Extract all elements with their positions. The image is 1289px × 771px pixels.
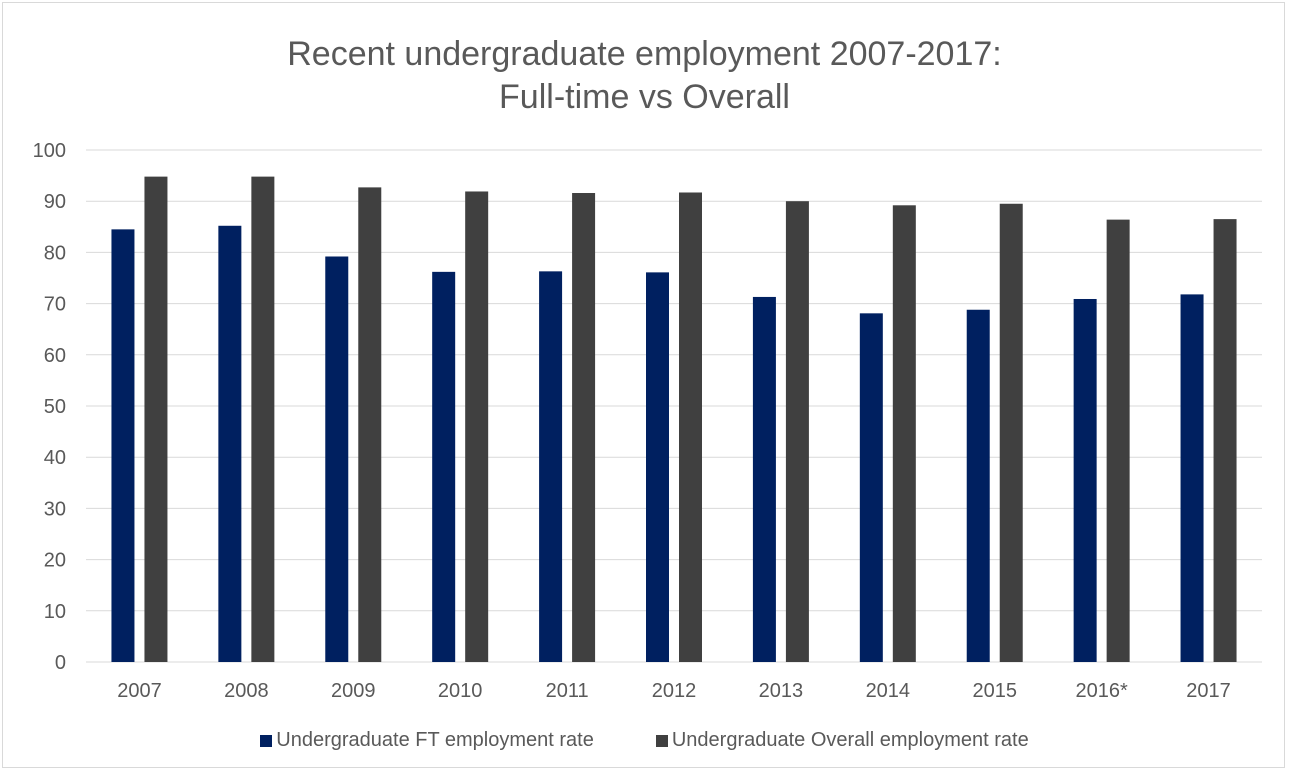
x-tick-label-2010: 2010: [438, 680, 483, 702]
legend-swatch-ft: [260, 735, 272, 747]
x-tick-label-2015: 2015: [972, 680, 1017, 702]
bar-ft-2014: [860, 313, 883, 662]
y-tick-label-70: 70: [44, 294, 66, 316]
x-tick-label-2016star: 2016*: [1075, 680, 1127, 702]
legend-item-ft: Undergraduate FT employment rate: [260, 729, 594, 752]
y-tick-label-30: 30: [44, 498, 66, 520]
x-tick-label-2011: 2011: [546, 680, 589, 702]
bar-overall-2010: [465, 191, 488, 662]
bar-ft-2010: [432, 272, 455, 662]
legend-item-overall: Undergraduate Overall employment rate: [656, 729, 1029, 752]
bar-ft-2013: [753, 297, 776, 662]
x-tick-label-2014: 2014: [866, 680, 911, 702]
bar-overall-2008: [251, 177, 274, 662]
y-tick-label-50: 50: [44, 396, 66, 418]
y-tick-label-90: 90: [44, 191, 66, 213]
bar-overall-2013: [786, 201, 809, 662]
bar-overall-2017: [1214, 219, 1237, 662]
x-tick-label-2009: 2009: [331, 680, 376, 702]
x-tick-label-2017: 2017: [1186, 680, 1231, 702]
legend-label-overall: Undergraduate Overall employment rate: [672, 729, 1029, 752]
bar-ft-2008: [218, 226, 241, 662]
x-tick-label-2008: 2008: [224, 680, 269, 702]
bar-overall-2012: [679, 192, 702, 662]
bar-ft-2011: [539, 271, 562, 662]
y-tick-label-40: 40: [44, 447, 66, 469]
bar-ft-2012: [646, 272, 669, 662]
bar-overall-2011: [572, 193, 595, 662]
bar-ft-2009: [325, 256, 348, 662]
bar-ft-2015: [967, 310, 990, 662]
y-tick-label-100: 100: [33, 140, 66, 162]
bar-ft-2017: [1181, 294, 1204, 662]
x-tick-label-2012: 2012: [652, 680, 697, 702]
x-tick-label-2013: 2013: [759, 680, 804, 702]
y-tick-label-0: 0: [55, 652, 66, 674]
legend: Undergraduate FT employment rate Undergr…: [0, 729, 1289, 752]
bar-overall-2009: [358, 187, 381, 662]
bar-overall-2014: [893, 205, 916, 662]
bar-ft-2007: [111, 229, 134, 662]
legend-label-ft: Undergraduate FT employment rate: [276, 729, 594, 752]
bar-overall-2016star: [1107, 220, 1130, 662]
y-tick-label-80: 80: [44, 242, 66, 264]
bar-overall-2015: [1000, 204, 1023, 662]
bar-overall-2007: [144, 177, 167, 662]
bar-ft-2016star: [1074, 299, 1097, 662]
y-tick-label-10: 10: [44, 601, 66, 623]
x-tick-label-2007: 2007: [117, 680, 162, 702]
legend-swatch-overall: [656, 735, 668, 747]
y-tick-label-20: 20: [44, 550, 66, 572]
y-tick-label-60: 60: [44, 345, 66, 367]
